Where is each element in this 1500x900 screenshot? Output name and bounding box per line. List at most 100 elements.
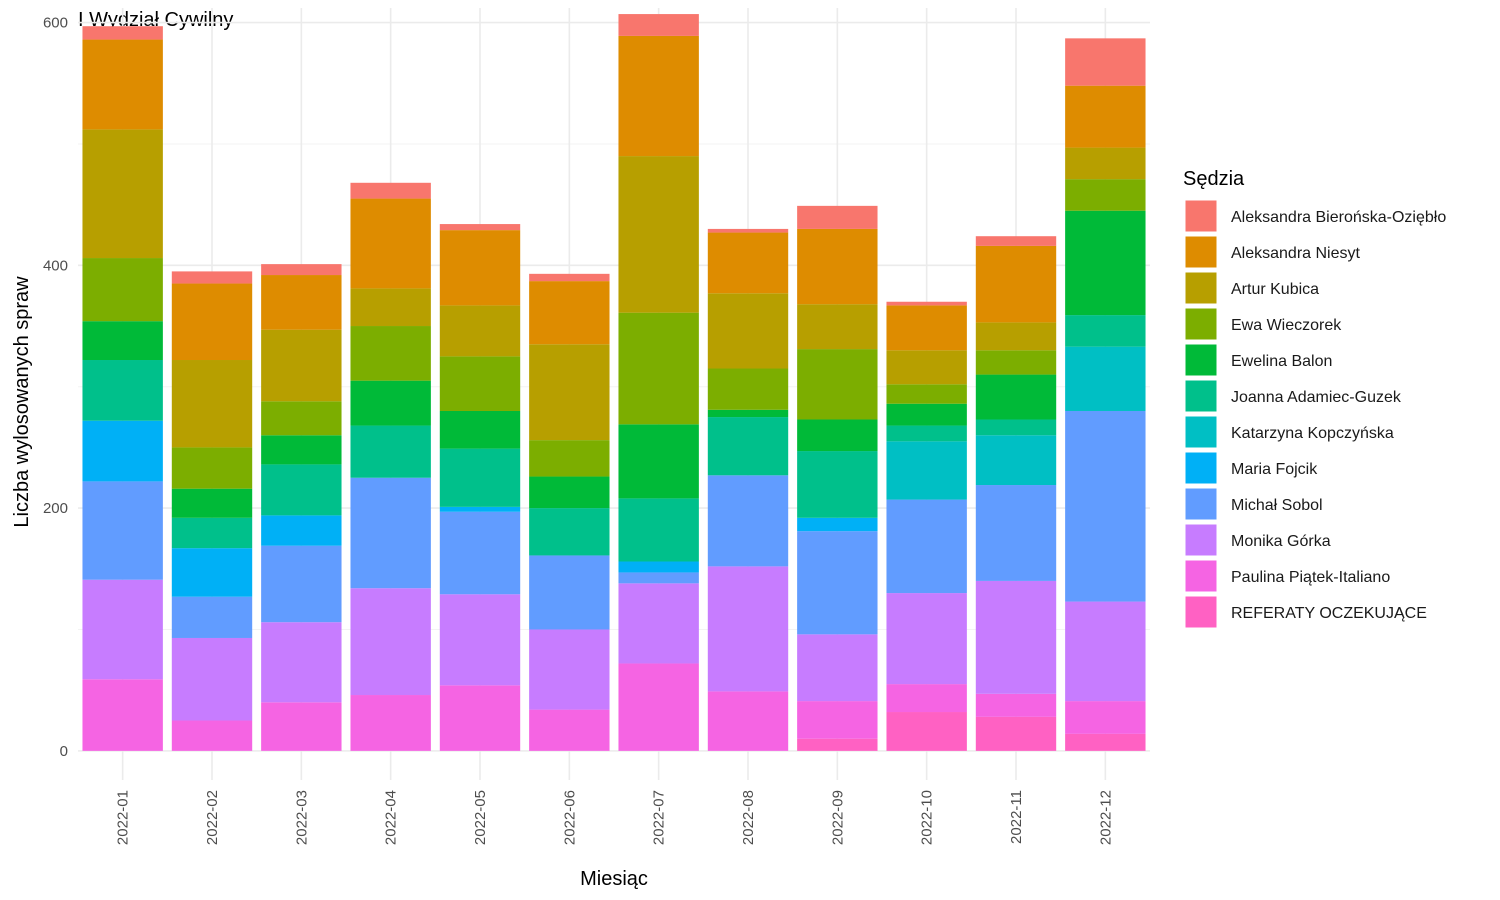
bar-segment	[797, 304, 878, 350]
bar-segment	[171, 283, 253, 361]
bar-segment	[171, 517, 253, 549]
bar-segment	[82, 39, 163, 130]
bar-segment	[261, 622, 342, 703]
bar-segment	[261, 435, 342, 465]
bar-segment	[797, 451, 878, 518]
bar-segment	[261, 515, 342, 546]
bar-segment	[261, 401, 342, 436]
bar-segment	[171, 271, 253, 284]
bar-segment	[797, 634, 878, 702]
bar-segment	[707, 232, 789, 294]
bar-segment	[529, 709, 610, 751]
bar-segment	[886, 301, 967, 306]
bar-segment	[797, 349, 878, 420]
y-tick-label: 400	[43, 257, 68, 274]
bar-segment	[261, 545, 342, 623]
legend-label: Monika Górka	[1231, 533, 1331, 550]
legend-label: REFERATY OCZEKUJĄCE	[1231, 605, 1427, 622]
bar-segment	[1065, 147, 1146, 180]
bar-segment	[171, 360, 253, 448]
bar-segment	[350, 477, 431, 589]
bar-segment	[975, 716, 1057, 751]
bar-segment	[618, 498, 699, 562]
bar-segment	[529, 281, 610, 345]
bar-segment	[975, 374, 1057, 420]
legend-label: Ewa Wieczorek	[1231, 317, 1342, 334]
bar-segment	[975, 693, 1057, 717]
bar-segment	[529, 344, 610, 441]
legend-label: Aleksandra Niesyt	[1231, 245, 1361, 262]
legend-swatch	[1184, 271, 1218, 305]
x-axis-title: Miesiąc	[580, 868, 648, 890]
x-tick-label: 2022-10	[919, 790, 936, 845]
bar-segment	[439, 685, 521, 751]
bar-segment	[797, 531, 878, 635]
bar-segment	[82, 360, 163, 421]
bar-segment	[618, 424, 699, 499]
x-axis-ticks: 2022-01 2022-02 2022-03 2022-04 2022-05 2022-…	[115, 790, 1115, 845]
y-axis-title: Liczba wylosowanych spraw	[11, 276, 33, 528]
bar-segment	[439, 230, 521, 306]
bar-segment	[82, 258, 163, 322]
legend-label: Katarzyna Kopczyńska	[1231, 425, 1394, 442]
x-tick-label: 2022-07	[651, 790, 668, 845]
bar-segment	[886, 384, 967, 404]
y-tick-label: 600	[43, 15, 68, 32]
bar-segment	[886, 305, 967, 351]
bar-segment	[82, 679, 163, 751]
bar-segment	[797, 205, 878, 229]
bar-segment	[350, 182, 431, 199]
x-tick-label: 2022-01	[115, 790, 132, 845]
bar-segment	[975, 435, 1057, 486]
bar-segment	[1065, 38, 1146, 86]
legend-swatch	[1184, 235, 1218, 269]
y-tick-label: 0	[60, 743, 68, 760]
bar-segment	[975, 322, 1057, 351]
legend-swatch	[1184, 343, 1218, 377]
bar-segment	[439, 506, 521, 512]
legend-swatch	[1184, 487, 1218, 521]
bar-segment	[171, 488, 253, 518]
x-tick-label: 2022-02	[204, 790, 221, 845]
bar-segment	[350, 288, 431, 327]
bar-segment	[886, 403, 967, 426]
bar-segment	[261, 464, 342, 516]
legend-label: Joanna Adamiec-Guzek	[1231, 389, 1402, 406]
bar-segment	[618, 663, 699, 751]
bar-segment	[439, 410, 521, 449]
bar-segment	[439, 511, 521, 595]
legend-swatch	[1184, 559, 1218, 593]
legend-swatch	[1184, 379, 1218, 413]
bar-segment	[529, 273, 610, 282]
bar-segment	[171, 637, 253, 721]
bar-segment	[886, 425, 967, 442]
bar-segment	[707, 475, 789, 567]
x-tick-label: 2022-06	[561, 790, 578, 845]
x-tick-label: 2022-04	[383, 790, 400, 845]
legend-swatch	[1184, 415, 1218, 449]
bar-segment	[439, 224, 521, 231]
bar-segment	[797, 738, 878, 751]
bar-segment	[439, 448, 521, 507]
bar-segment	[171, 596, 253, 638]
bar-segment	[350, 380, 431, 426]
bars	[82, 14, 1146, 751]
legend-swatch	[1184, 307, 1218, 341]
bar-segment	[797, 701, 878, 739]
bar-segment	[797, 228, 878, 305]
bar-segment	[529, 508, 610, 556]
bar-segment	[707, 566, 789, 692]
bar-segment	[1065, 346, 1146, 411]
bar-segment	[261, 702, 342, 751]
bar-segment	[529, 440, 610, 477]
x-tick-label: 2022-05	[472, 790, 489, 845]
x-tick-label: 2022-12	[1097, 790, 1114, 845]
y-axis-ticks: 0 200 400 600	[43, 15, 68, 760]
legend-items: Aleksandra Bierońska-Oziębło Aleksandra N…	[1184, 199, 1446, 629]
bar-segment	[350, 588, 431, 696]
legend-swatch	[1184, 595, 1218, 629]
bar-segment	[707, 228, 789, 233]
bar-segment	[1065, 733, 1146, 751]
bar-segment	[797, 517, 878, 532]
bar-segment	[886, 350, 967, 385]
